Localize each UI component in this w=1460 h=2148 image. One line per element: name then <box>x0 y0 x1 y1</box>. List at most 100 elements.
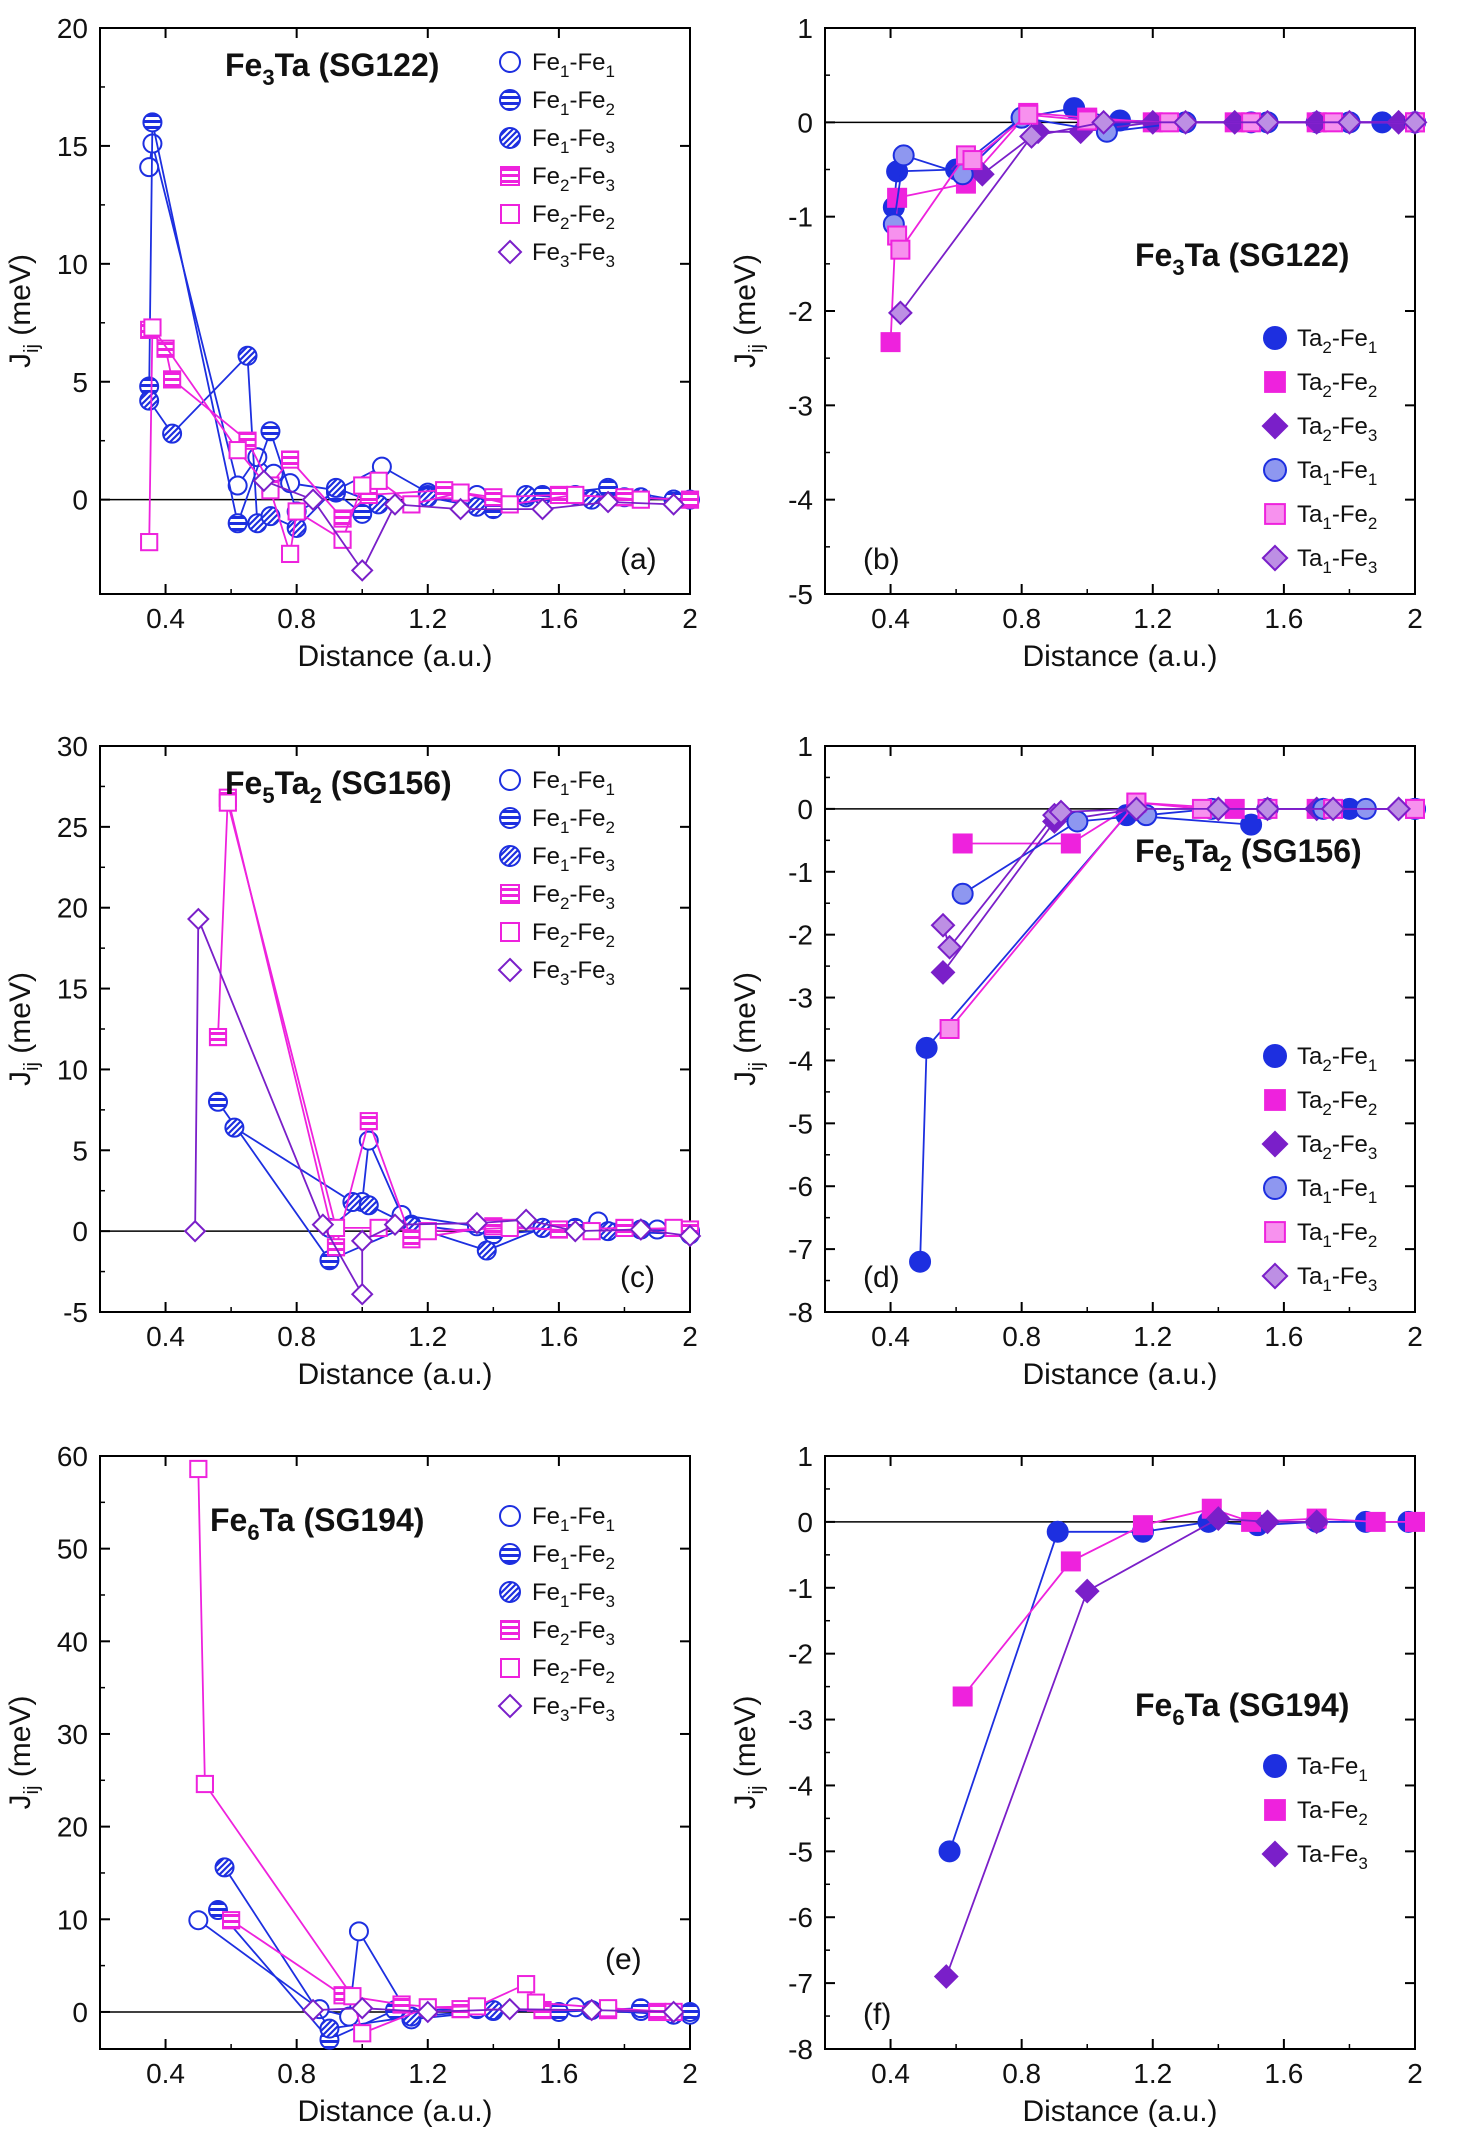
data-point <box>208 1091 228 1112</box>
series-line <box>194 918 691 1298</box>
data-point <box>1255 1509 1280 1535</box>
data-point <box>1255 796 1280 822</box>
panel-label: (f) <box>863 1998 891 2031</box>
data-point <box>563 1219 587 1243</box>
y-tick-label: -7 <box>788 1968 813 1999</box>
data-point <box>549 485 568 505</box>
data-point <box>350 1996 374 2020</box>
y-tick-label: 50 <box>57 1534 88 1565</box>
y-tick-label: -6 <box>788 1171 813 1202</box>
legend-label: Ta2-Fe1 <box>1297 1043 1377 1075</box>
data-point <box>680 490 700 509</box>
data-point <box>1132 1515 1153 1536</box>
data-point <box>228 441 247 460</box>
data-point <box>449 497 472 521</box>
x-tick-label: 2 <box>1407 603 1423 634</box>
data-point <box>139 157 160 178</box>
x-tick-label: 0.4 <box>871 603 910 634</box>
series-line <box>961 1507 1415 1698</box>
x-tick-label: 0.8 <box>1002 1321 1041 1352</box>
x-axis-label: Distance (a.u.) <box>1022 640 1217 673</box>
y-tick-label: 10 <box>57 1054 88 1085</box>
series-Fe1-Fe2 <box>208 1091 700 1271</box>
data-point <box>581 489 602 510</box>
data-point <box>466 496 487 517</box>
legend: Fe1-Fe1 Fe1-Fe2 Fe1-Fe3 Fe2-Fe3 Fe2-Fe2 Fe3-F… <box>497 767 615 989</box>
y-tick-label: -3 <box>788 983 813 1014</box>
legend-label: Fe1-Fe1 <box>532 49 615 81</box>
data-point <box>1019 124 1044 149</box>
legend-marker <box>1264 503 1286 525</box>
y-tick-label: 20 <box>57 1812 88 1843</box>
x-tick-label: 2 <box>682 2058 698 2089</box>
legend-marker <box>500 204 520 224</box>
legend-label: Fe3-Fe3 <box>532 239 615 271</box>
y-tick-label: 30 <box>57 1719 88 1750</box>
y-tick-label: -5 <box>63 1297 88 1328</box>
legend-label: Ta2-Fe2 <box>1297 1087 1377 1119</box>
data-point <box>938 1840 961 1863</box>
legend-marker <box>499 1581 521 1603</box>
y-axis-label: Jij (meV) <box>729 972 768 1086</box>
data-point <box>565 1997 586 2018</box>
y-tick-label: -2 <box>788 296 813 327</box>
legend-marker <box>1261 1262 1289 1290</box>
x-axis-label: Distance (a.u.) <box>297 640 492 673</box>
legend-marker <box>500 884 520 904</box>
data-point <box>664 1218 683 1238</box>
chart-title: Fe3Ta (SG122) <box>225 47 439 90</box>
data-point <box>1091 109 1117 135</box>
data-point <box>252 469 276 493</box>
legend-label: Fe2-Fe3 <box>532 1617 615 1649</box>
y-axis-label: Jij (meV) <box>4 1696 43 1810</box>
plot-frame <box>824 745 1416 1313</box>
data-point <box>465 1211 489 1235</box>
data-point <box>326 477 346 498</box>
y-tick-label: 20 <box>57 893 88 924</box>
legend-label: Fe1-Fe3 <box>532 125 615 157</box>
x-tick-label: 2 <box>682 1321 698 1352</box>
x-tick-label: 1.6 <box>1264 603 1303 634</box>
x-tick-label: 2 <box>1407 1321 1423 1352</box>
data-point <box>1060 833 1081 854</box>
legend-marker <box>1264 1089 1286 1111</box>
data-point <box>418 1222 437 1241</box>
data-point <box>1386 796 1412 822</box>
x-axis-label: Distance (a.u.) <box>297 2095 492 2128</box>
data-point <box>189 1459 208 1479</box>
chart-title: Fe5Ta2 (SG156) <box>1135 833 1362 876</box>
chart-c: 0.4 0.8 1.2 1.6 2 -5 0 5 10 15 20 25 30 Distance (a.u… <box>4 731 702 1391</box>
data-point <box>350 1229 374 1253</box>
data-point <box>615 1218 634 1238</box>
chart-title: Fe6Ta (SG194) <box>1135 1687 1349 1730</box>
data-point <box>287 502 306 521</box>
panel-label: (e) <box>605 1943 642 1976</box>
legend-label: Ta2-Fe1 <box>1297 325 1377 357</box>
data-point <box>1074 1578 1100 1604</box>
series-Fe2-Fe2 <box>189 1459 683 2043</box>
data-point <box>909 1250 932 1273</box>
legend-marker <box>500 1620 520 1640</box>
legend-label: Ta2-Fe3 <box>1297 1131 1377 1163</box>
x-tick-label: 1.6 <box>1264 1321 1303 1352</box>
data-point <box>383 1213 407 1236</box>
legend-marker <box>500 1658 520 1678</box>
data-point <box>952 1686 973 1707</box>
legend: Ta-Fe1 Ta-Fe2 Ta-Fe3 <box>1261 1753 1368 1873</box>
y-tick-label: 20 <box>57 13 88 44</box>
data-point <box>187 907 210 931</box>
data-point <box>629 1218 653 1241</box>
data-point <box>662 493 685 516</box>
legend-label: Fe2-Fe2 <box>532 201 615 233</box>
y-tick-label: -3 <box>788 390 813 421</box>
legend-label: Fe1-Fe3 <box>532 1579 615 1611</box>
data-point <box>369 471 388 490</box>
y-tick-label: 0 <box>797 794 813 825</box>
y-tick-label: -5 <box>788 579 813 610</box>
data-point <box>1046 1520 1069 1543</box>
chart-title: Fe3Ta (SG122) <box>1135 237 1349 280</box>
y-tick-label: 0 <box>72 1997 88 2028</box>
x-tick-label: 1.2 <box>1133 1321 1172 1352</box>
y-tick-label: 0 <box>797 107 813 138</box>
data-point <box>484 488 503 507</box>
